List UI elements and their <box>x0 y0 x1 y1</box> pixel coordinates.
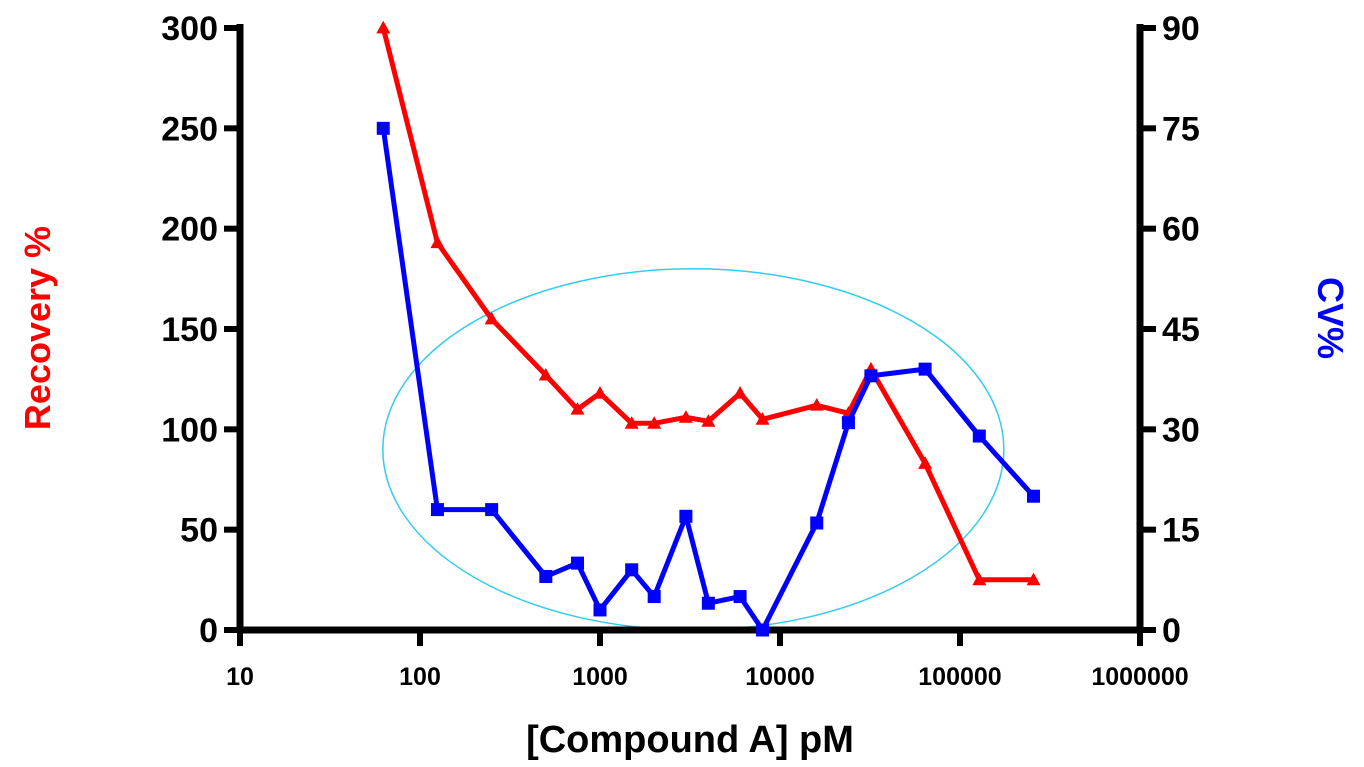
right-axis-title: CV% <box>1310 277 1351 359</box>
recovery-point <box>972 572 987 586</box>
x-tick-label: 10000 <box>745 663 815 691</box>
left-tick-label: 150 <box>161 311 218 349</box>
annotation-ellipse <box>382 268 1005 631</box>
cv-point <box>625 563 639 577</box>
cv-point <box>864 369 878 383</box>
cv-point <box>571 556 585 570</box>
cv-point <box>701 596 715 610</box>
axes-layer <box>224 24 1156 646</box>
left-tick-label: 300 <box>161 10 218 48</box>
recovery-point <box>1026 572 1041 586</box>
cv-point <box>679 509 693 523</box>
right-tick-label: 60 <box>1162 211 1200 249</box>
recovery-point <box>809 398 824 411</box>
x-tick-label: 100000 <box>918 663 1001 691</box>
cv-point <box>841 416 855 430</box>
right-tick-label: 75 <box>1162 110 1200 148</box>
recovery-point <box>755 412 770 425</box>
recovery-point <box>593 386 607 399</box>
recovery-point <box>647 416 662 429</box>
annotation-layer <box>382 268 1005 631</box>
x-axis-title: [Compound A] pM <box>526 719 854 761</box>
cv-point <box>1026 489 1040 503</box>
cv-point <box>733 590 747 604</box>
right-tick-label: 30 <box>1162 411 1200 449</box>
right-tick-label: 15 <box>1162 512 1200 550</box>
recovery-point <box>430 235 445 249</box>
x-tick-label: 1000000 <box>1091 663 1188 691</box>
x-tick-label: 1000 <box>572 663 628 691</box>
cv-point <box>756 623 770 637</box>
recovery-point <box>624 416 639 429</box>
recovery-point <box>538 367 553 381</box>
left-axis-title: Recovery % <box>17 226 58 430</box>
recovery-point <box>570 402 585 415</box>
cv-line <box>380 127 1036 633</box>
left-tick-label: 100 <box>161 411 218 449</box>
right-tick-label: 90 <box>1162 10 1200 48</box>
right-tick-label: 45 <box>1162 311 1200 349</box>
recovery-point <box>733 386 748 399</box>
right-tick-label: 0 <box>1162 612 1181 650</box>
x-tick-label: 10 <box>226 663 254 691</box>
x-tick-label: 100 <box>399 663 441 691</box>
left-tick-label: 0 <box>199 612 218 650</box>
cv-point <box>485 503 499 517</box>
cv-point <box>918 362 932 376</box>
cv-point <box>972 429 986 443</box>
recovery-line <box>380 27 1034 583</box>
recovery-point <box>701 414 716 427</box>
cv-point <box>810 516 824 530</box>
recovery-point <box>678 410 693 423</box>
cv-point <box>430 503 444 517</box>
cv-point <box>376 121 390 135</box>
series-layer <box>376 20 1041 637</box>
left-tick-label: 200 <box>161 211 218 249</box>
left-tick-label: 250 <box>161 110 218 148</box>
cv-point <box>593 603 607 617</box>
cv-point <box>647 590 661 604</box>
left-tick-label: 50 <box>180 512 218 550</box>
recovery-point <box>918 456 933 469</box>
tick-labels: 0 50 100 150 200 250 300 0 15 30 45 60 75 90 10 100 1000… <box>161 10 1200 691</box>
cv-point <box>539 569 553 583</box>
recovery-point <box>484 311 499 325</box>
recovery-point <box>376 20 391 34</box>
